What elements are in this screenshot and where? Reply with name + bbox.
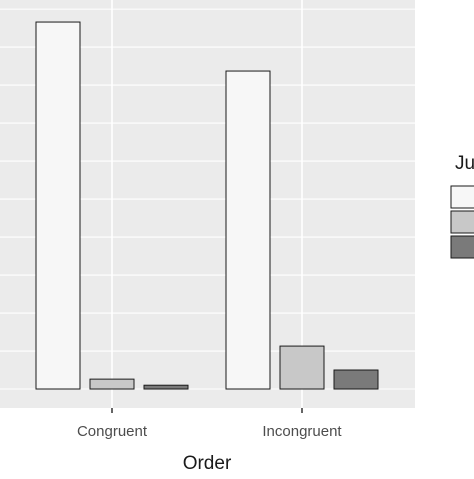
bar	[143, 384, 189, 390]
bar	[279, 345, 325, 390]
bars	[35, 21, 379, 390]
legend-key	[450, 235, 474, 259]
x-tick-label: Congruent	[77, 423, 148, 440]
legend-key	[450, 185, 474, 209]
x-axis-title: Order	[183, 453, 232, 474]
bar	[225, 70, 271, 390]
legend-title: Ju	[455, 153, 474, 174]
legend	[450, 185, 474, 259]
bar	[333, 369, 379, 390]
bar	[89, 378, 135, 390]
x-tick-label: Incongruent	[262, 423, 342, 440]
legend-key	[450, 210, 474, 234]
bar	[35, 21, 81, 390]
